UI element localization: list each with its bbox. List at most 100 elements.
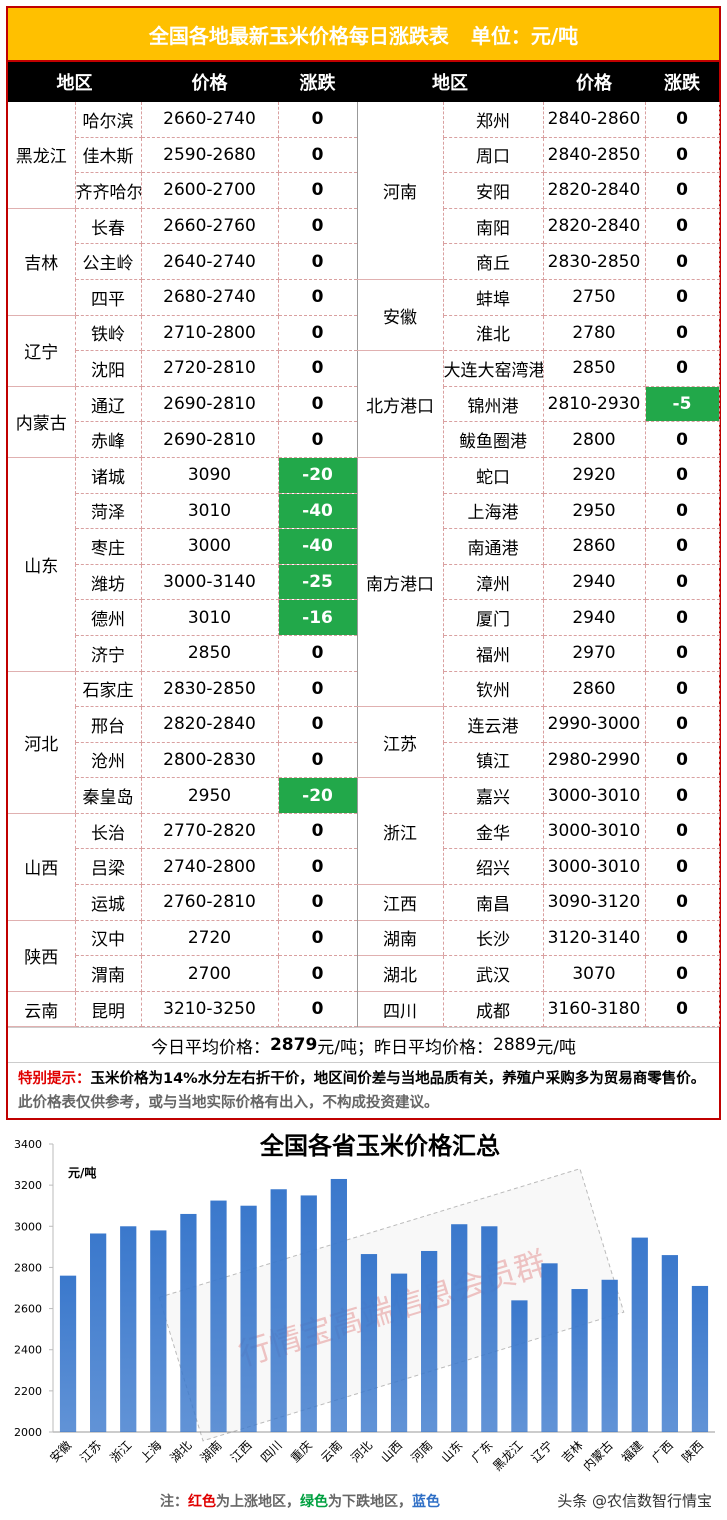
change: 0 — [645, 813, 720, 850]
x-tick-label: 安徽 — [47, 1438, 75, 1466]
bar — [661, 1255, 678, 1432]
cell: 3120-3140 — [543, 920, 646, 957]
cell: 镇江 — [443, 742, 544, 779]
x-tick-label: 四川 — [258, 1438, 285, 1465]
y-label: 元/吨 — [68, 1165, 96, 1180]
bar — [59, 1275, 77, 1432]
cell: 2830-2850 — [141, 671, 279, 708]
bar — [481, 1226, 498, 1432]
cell: 3010 — [141, 493, 279, 530]
bar — [90, 1233, 107, 1432]
bar — [390, 1273, 408, 1432]
footer-part: 蓝色 — [412, 1493, 440, 1510]
cell: 3090 — [141, 457, 279, 494]
footer-note: 注：红色为上涨地区，绿色为下跌地区，蓝色 — [160, 1493, 440, 1510]
change: 0 — [278, 279, 358, 316]
text: 昨日平均价格： — [374, 1037, 494, 1058]
cell: 通辽 — [75, 386, 142, 423]
row: 吕梁 2740-2800 0 绍兴 3000-3010 0 — [8, 848, 720, 886]
region: 河北 — [8, 671, 76, 814]
region: 辽宁 — [8, 315, 76, 387]
title: 全国各地最新玉米价格每日涨跌表 — [148, 23, 449, 48]
bar — [451, 1224, 468, 1432]
change: 0 — [278, 955, 358, 992]
region: 四川 — [357, 991, 444, 1028]
change: 0 — [645, 493, 720, 530]
x-tick-label: 湖北 — [167, 1438, 195, 1466]
cell: 赤峰 — [75, 421, 142, 458]
cell: 南阳 — [443, 208, 544, 245]
row: 菏泽 3010 -40 上海港 2950 0 — [8, 493, 720, 530]
cell: 南通港 — [443, 528, 544, 565]
cell: 哈尔滨 — [75, 102, 142, 138]
row: 齐齐哈尔 2600-2700 0 安阳 2820-2840 0 — [8, 172, 720, 209]
col-head: 涨跌 — [278, 62, 357, 102]
header-row: 地区 价格 涨跌 地区 价格 涨跌 — [8, 62, 719, 102]
cell: 2590-2680 — [141, 137, 279, 174]
cell: 绍兴 — [443, 848, 544, 886]
price-table: 地区 价格 涨跌 地区 价格 涨跌 黑龙江 哈尔滨 2660-2740 0 河南 郑州 28… — [8, 62, 720, 1028]
region: 河南 — [357, 102, 444, 280]
cell: 2840-2850 — [543, 137, 646, 174]
cell: 公主岭 — [75, 243, 142, 280]
x-tick-label: 山西 — [378, 1438, 405, 1465]
text: 今日平均价格： — [150, 1037, 270, 1058]
bar — [631, 1237, 648, 1432]
change: -40 — [278, 528, 358, 565]
cell: 鲅鱼圈港 — [443, 421, 544, 458]
cell: 3000-3010 — [543, 813, 646, 850]
cell: 2800-2830 — [141, 742, 279, 779]
change: 0 — [278, 243, 358, 280]
region: 吉林 — [8, 208, 76, 316]
cell: 2950 — [141, 777, 279, 814]
cell: 2750 — [543, 279, 646, 316]
cell: 2810-2930 — [543, 386, 646, 423]
cell: 福州 — [443, 635, 544, 672]
x-tick-label: 江西 — [228, 1438, 255, 1465]
cell: 四平 — [75, 279, 142, 316]
price-table-panel: 全国各地最新玉米价格每日涨跌表 单位：元/吨 地区 价格 涨跌 地区 价格 涨跌… — [6, 6, 721, 1121]
col-head: 价格 — [141, 62, 278, 102]
change: 0 — [645, 243, 720, 280]
row: 云南 昆明 3210-3250 0 四川 成都 3160-3180 0 — [8, 991, 720, 1028]
change: -25 — [278, 564, 358, 601]
cell: 枣庄 — [75, 528, 142, 565]
region: 湖南 — [357, 920, 444, 957]
change: 0 — [645, 848, 720, 886]
x-tick-label: 浙江 — [107, 1438, 134, 1465]
cell: 渭南 — [75, 955, 142, 992]
row: 渭南 2700 0 湖北 武汉 3070 0 — [8, 955, 720, 992]
y-tick-label: 2400 — [14, 1344, 42, 1357]
cell: 济宁 — [75, 635, 142, 672]
cell: 菏泽 — [75, 493, 142, 530]
y-tick-label: 2800 — [14, 1261, 42, 1274]
footer-part: 红色 — [188, 1493, 216, 1510]
cell: 锦州港 — [443, 386, 544, 423]
cell: 2860 — [543, 528, 646, 565]
cell: 2990-3000 — [543, 706, 646, 743]
bar — [300, 1195, 317, 1432]
value: 2879 — [269, 1035, 318, 1056]
change: 0 — [645, 884, 720, 921]
cell: 诸城 — [75, 457, 142, 494]
cell: 3160-3180 — [543, 991, 646, 1028]
cell: 2830-2850 — [543, 243, 646, 280]
row: 黑龙江 哈尔滨 2660-2740 0 河南 郑州 2840-2860 0 — [8, 102, 720, 280]
region: 云南 — [8, 991, 76, 1028]
x-tick-label: 湖南 — [197, 1438, 225, 1466]
bar — [511, 1300, 528, 1432]
bar — [541, 1263, 558, 1432]
cell: 长沙 — [443, 920, 544, 957]
cell: 3070 — [543, 955, 646, 992]
change: 0 — [645, 599, 720, 636]
row: 济宁 2850 0 福州 2970 0 — [8, 635, 720, 672]
cell: 钦州 — [443, 671, 544, 708]
text: 元/吨 — [536, 1037, 577, 1058]
row: 沈阳 2720-2810 0 北方港口 大连大窑湾港 2850 0 — [8, 350, 720, 458]
cell: 2680-2740 — [141, 279, 279, 316]
cell: 德州 — [75, 599, 142, 636]
region: 北方港口 — [357, 350, 444, 458]
bar — [330, 1178, 347, 1432]
change: 0 — [645, 671, 720, 708]
